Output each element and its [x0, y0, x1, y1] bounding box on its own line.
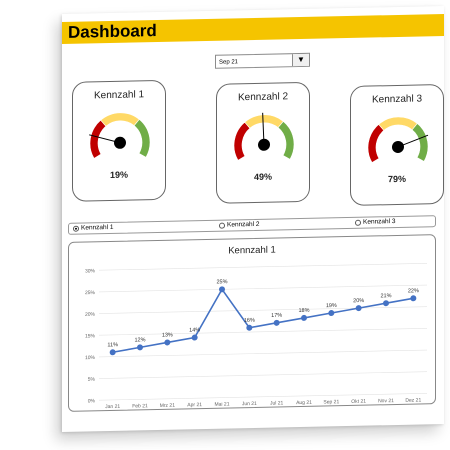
gauge-hub: [258, 138, 270, 151]
gauge-hub: [392, 140, 404, 153]
gauge-card-1: Kennzahl 1 19%: [72, 79, 166, 202]
x-tick-label: Apr 21: [187, 402, 202, 408]
data-point: [301, 314, 307, 321]
dropdown-arrow-icon[interactable]: ▼: [292, 53, 309, 67]
radio-label: Kennzahl 3: [363, 218, 396, 226]
gauge-band: [411, 123, 429, 162]
gauge-band: [100, 112, 140, 127]
radio-label: Kennzahl 2: [227, 220, 260, 229]
gauge-band: [233, 121, 251, 161]
gridline: [99, 328, 427, 336]
data-point: [164, 339, 171, 346]
gauge-title: Kennzahl 3: [371, 93, 423, 106]
x-tick-label: Sep 21: [323, 399, 339, 405]
gauge-hub: [114, 136, 126, 149]
y-tick-label: 20%: [85, 312, 96, 318]
gauge-value: 79%: [387, 173, 406, 185]
data-label: 11%: [107, 342, 118, 348]
gauge-value: 19%: [109, 169, 128, 180]
data-label: 25%: [216, 279, 227, 285]
gauge-card-3: Kennzahl 3 79%: [350, 83, 444, 206]
gauge-band: [133, 118, 151, 158]
gauge-card-2: Kennzahl 2 49%: [216, 81, 310, 204]
radio-button-icon[interactable]: [355, 219, 361, 226]
gridline: [99, 284, 427, 293]
gauge-band: [244, 114, 284, 129]
page-title: Dashboard: [68, 21, 157, 42]
gauge-band: [367, 123, 385, 163]
data-label: 12%: [134, 337, 145, 343]
x-tick-label: Feb 21: [132, 403, 148, 409]
gridline: [99, 306, 427, 314]
data-point: [109, 349, 116, 356]
data-point: [246, 324, 253, 331]
x-tick-label: Mrz 21: [160, 403, 175, 409]
line-chart: 0% 5% 10% 15% 20% 25% 30% 11% Jan 21 12% Feb 21 13%…: [85, 263, 427, 410]
series-line: [112, 287, 414, 354]
data-label: 19%: [326, 303, 337, 309]
y-tick-label: 25%: [85, 290, 96, 296]
y-tick-label: 10%: [85, 355, 96, 361]
radio-kennzahl-2[interactable]: Kennzahl 2: [219, 221, 260, 229]
gauge-band: [89, 119, 107, 159]
y-tick-label: 15%: [85, 333, 96, 339]
gridline: [99, 393, 427, 401]
x-tick-label: Jul 21: [270, 400, 284, 406]
gridline: [99, 371, 427, 379]
x-tick-label: Jun 21: [242, 401, 257, 407]
x-tick-label: Mai 21: [214, 401, 229, 407]
gauge-value: 49%: [253, 171, 272, 182]
y-tick-label: 30%: [85, 268, 96, 274]
gauge-chart: [367, 116, 429, 163]
radio-kennzahl-3[interactable]: Kennzahl 3: [355, 218, 396, 226]
x-tick-label: Okt 21: [351, 399, 366, 405]
period-dropdown-value: Sep 21: [219, 59, 239, 66]
gauge-band: [378, 116, 418, 131]
x-tick-label: Aug 21: [296, 400, 312, 406]
gauge-chart: [233, 112, 295, 161]
line-chart-card: Kennzahl 1 0% 5% 10% 15% 20% 25% 30% 11% Jan 21 1…: [68, 234, 436, 412]
data-label: 13%: [162, 332, 173, 338]
data-label: 18%: [298, 308, 309, 314]
dashboard-sheet: Dashboard Sep 21 ▼ Kennzahl 1 19% Kennza…: [62, 5, 444, 433]
data-point: [219, 286, 225, 293]
x-tick-label: Dez 21: [405, 397, 421, 403]
data-label: 22%: [408, 288, 419, 294]
data-label: 16%: [244, 318, 255, 324]
radio-button-icon[interactable]: [73, 225, 79, 232]
data-point: [355, 305, 362, 312]
y-tick-label: 5%: [88, 377, 96, 383]
period-dropdown[interactable]: Sep 21 ▼: [215, 52, 310, 69]
data-point: [328, 310, 335, 317]
data-point: [383, 300, 389, 307]
y-tick-label: 0%: [88, 398, 96, 404]
radio-label: Kennzahl 1: [81, 223, 114, 232]
x-tick-label: Nov 21: [378, 398, 394, 404]
gauge-title: Kennzahl 2: [237, 91, 289, 104]
title-bar: Dashboard: [62, 13, 444, 44]
data-label: 20%: [353, 298, 364, 304]
radio-kennzahl-1[interactable]: Kennzahl 1: [73, 224, 114, 232]
gauge-chart: [89, 112, 151, 159]
gridline: [99, 349, 427, 358]
x-tick-label: Jan 21: [105, 404, 120, 410]
gauge-title: Kennzahl 1: [93, 89, 145, 102]
data-label: 17%: [271, 313, 282, 319]
data-point: [273, 319, 280, 326]
radio-button-icon[interactable]: [219, 222, 225, 229]
data-label: 21%: [380, 293, 391, 299]
gridline: [99, 263, 427, 271]
data-label: 14%: [189, 327, 200, 333]
data-point: [137, 344, 143, 351]
data-point: [191, 334, 198, 341]
data-point: [410, 295, 417, 302]
gauge-band: [277, 120, 295, 160]
metric-radio-group: Kennzahl 1 Kennzahl 2 Kennzahl 3: [68, 215, 436, 235]
